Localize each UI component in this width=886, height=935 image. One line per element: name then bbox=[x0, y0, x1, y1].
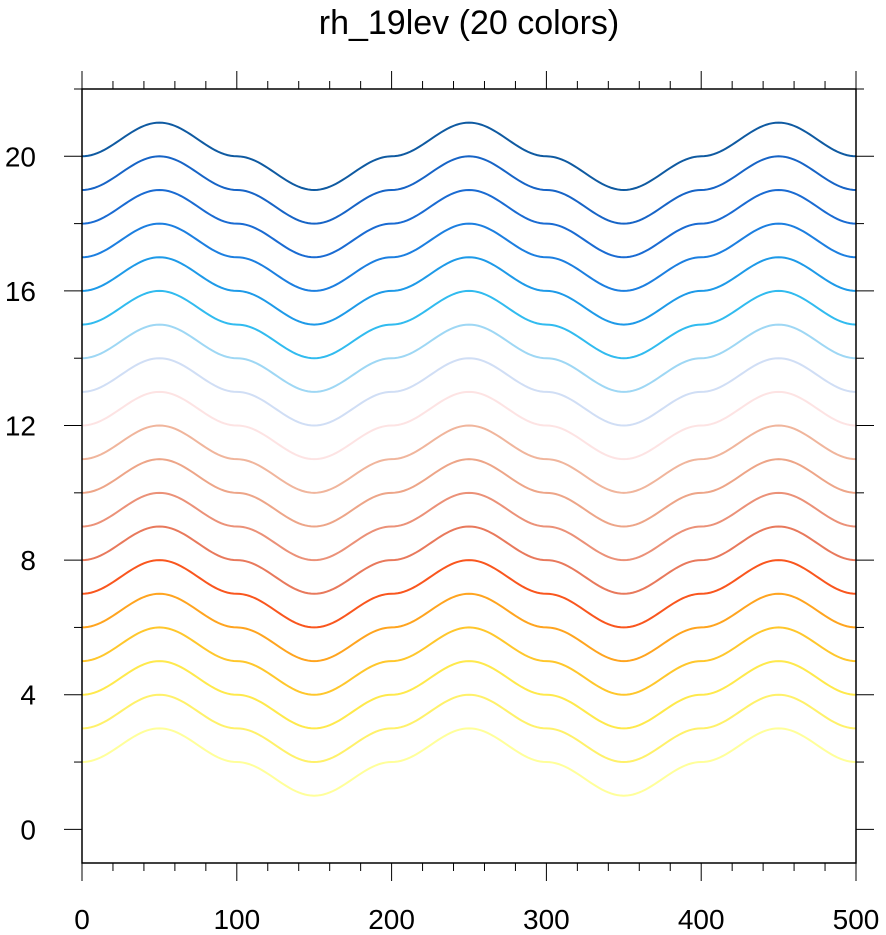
chart-title: rh_19lev (20 colors) bbox=[319, 4, 619, 42]
y-tick-label: 12 bbox=[5, 411, 36, 442]
x-tick-label: 400 bbox=[678, 904, 725, 935]
x-tick-label: 300 bbox=[523, 904, 570, 935]
series-line-19 bbox=[81, 121, 857, 191]
ticks-layer bbox=[64, 71, 874, 881]
x-tick-label: 0 bbox=[74, 904, 90, 935]
plot-frame bbox=[81, 88, 857, 864]
y-tick-label: 8 bbox=[20, 545, 36, 576]
series-line-8 bbox=[81, 491, 857, 562]
series-line-11 bbox=[81, 390, 857, 461]
series-line-15 bbox=[81, 256, 857, 326]
series-line-7 bbox=[81, 525, 857, 595]
series-line-10 bbox=[81, 424, 857, 494]
tick-labels: 0 100 200 300 400 500 0 4 8 12 16 20 bbox=[5, 141, 880, 935]
series-line-3 bbox=[81, 660, 857, 730]
x-tick-label: 100 bbox=[213, 904, 260, 935]
y-tick-label: 0 bbox=[20, 814, 36, 845]
series-line-1 bbox=[81, 727, 857, 797]
series-line-12 bbox=[81, 357, 857, 427]
y-tick-label: 16 bbox=[5, 276, 36, 307]
series-line-13 bbox=[81, 323, 857, 393]
series-line-2 bbox=[81, 693, 857, 764]
series-line-14 bbox=[81, 289, 857, 360]
x-tick-label: 200 bbox=[368, 904, 415, 935]
series-line-6 bbox=[81, 559, 857, 629]
series-line-16 bbox=[81, 222, 857, 292]
series-line-9 bbox=[81, 458, 857, 528]
y-tick-label: 4 bbox=[20, 680, 36, 711]
series-layer bbox=[81, 121, 857, 797]
x-tick-label: 500 bbox=[833, 904, 880, 935]
y-tick-label: 20 bbox=[5, 141, 36, 172]
series-line-18 bbox=[81, 155, 857, 225]
series-line-17 bbox=[81, 188, 857, 259]
series-line-4 bbox=[81, 626, 857, 696]
series-line-5 bbox=[81, 592, 857, 663]
